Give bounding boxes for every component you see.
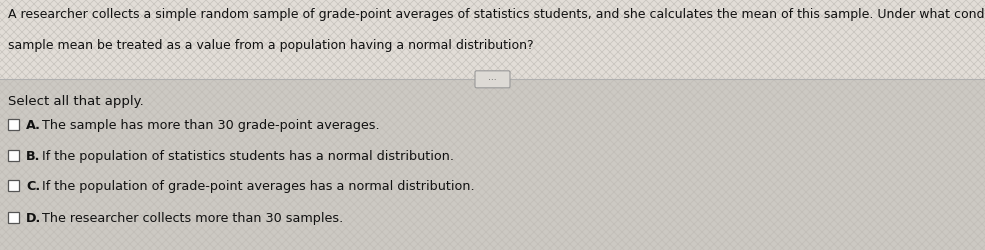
Bar xyxy=(8,212,19,223)
Text: The researcher collects more than 30 samples.: The researcher collects more than 30 sam… xyxy=(42,211,343,224)
Bar xyxy=(0,0,985,80)
Text: A.: A. xyxy=(26,118,40,132)
Text: C.: C. xyxy=(26,180,40,193)
FancyBboxPatch shape xyxy=(475,72,510,88)
Text: ···: ··· xyxy=(489,76,496,84)
Text: A researcher collects a simple random sample of grade-point averages of statisti: A researcher collects a simple random sa… xyxy=(8,8,985,20)
Text: Select all that apply.: Select all that apply. xyxy=(8,95,144,108)
Text: D.: D. xyxy=(26,211,41,224)
Bar xyxy=(8,120,19,130)
Text: If the population of grade-point averages has a normal distribution.: If the population of grade-point average… xyxy=(42,180,475,193)
Bar xyxy=(8,181,19,192)
Text: The sample has more than 30 grade-point averages.: The sample has more than 30 grade-point … xyxy=(42,118,379,132)
Text: B.: B. xyxy=(26,150,40,163)
Text: sample mean be treated as a value from a population having a normal distribution: sample mean be treated as a value from a… xyxy=(8,39,534,52)
Text: If the population of statistics students has a normal distribution.: If the population of statistics students… xyxy=(42,150,454,163)
Bar xyxy=(8,151,19,162)
Bar xyxy=(0,80,985,250)
